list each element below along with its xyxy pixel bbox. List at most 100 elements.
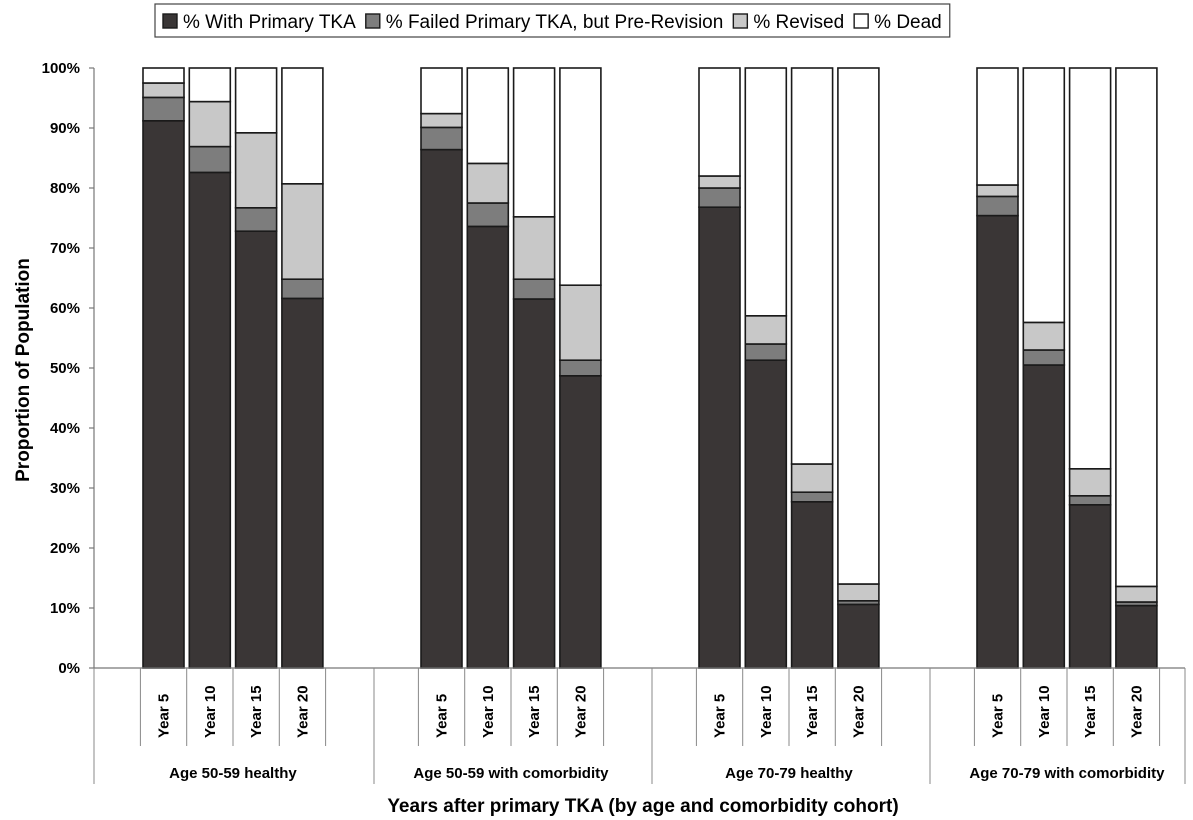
bar-segment-3	[466, 162, 510, 204]
legend-swatch	[732, 13, 749, 29]
x-axis-title: Years after primary TKA (by age and como…	[387, 796, 898, 817]
bar-segment-4	[142, 67, 185, 84]
bar-segment-3	[512, 216, 556, 281]
y-tick-label: 40%	[50, 420, 80, 437]
bar-segment-3	[744, 314, 788, 345]
bar-segment-2	[1068, 494, 1112, 506]
x-category-label: Year 20	[572, 685, 589, 738]
bar-segment-4	[234, 67, 278, 134]
y-tick-label: 0%	[58, 660, 80, 677]
x-category-label: Year 15	[248, 685, 265, 738]
bar-segment-1	[234, 230, 278, 669]
bar-segment-1	[559, 374, 602, 669]
group-label: Age 50-59 with comorbidity	[413, 765, 609, 782]
bar-segment-2	[420, 126, 463, 151]
bar-segment-3	[837, 583, 880, 602]
bar-segment-2	[234, 207, 278, 233]
x-category-label: Year 20	[850, 685, 867, 738]
bar-segment-3	[281, 183, 324, 281]
y-tick-label: 100%	[42, 60, 80, 77]
bar-segment-3	[559, 284, 602, 362]
y-tick-label: 60%	[50, 300, 80, 317]
bar-segment-1	[976, 214, 1019, 669]
bar-segment-1	[1115, 604, 1158, 669]
bar-segment-4	[1022, 67, 1066, 324]
x-category-label: Year 15	[1082, 685, 1099, 738]
group-label: Age 50-59 healthy	[169, 765, 297, 782]
bar-segment-4	[1068, 67, 1112, 470]
bar-segment-1	[281, 297, 324, 669]
bar-segment-3	[1115, 585, 1158, 603]
bar-segment-1	[837, 603, 880, 669]
bar-segment-1	[790, 500, 834, 669]
bar-segment-1	[512, 298, 556, 669]
bar-segment-4	[188, 67, 232, 103]
x-category-label: Year 5	[990, 694, 1007, 738]
x-category-label: Year 10	[480, 685, 497, 738]
x-category-label: Year 10	[1036, 685, 1053, 738]
bar-segment-2	[466, 202, 510, 228]
y-tick-label: 50%	[50, 360, 80, 377]
x-category-label: Year 10	[202, 685, 219, 738]
y-tick-label: 10%	[50, 600, 80, 617]
x-category-label: Year 20	[294, 685, 311, 738]
legend-label: % With Primary TKA	[183, 12, 356, 33]
bar-segment-3	[234, 132, 278, 209]
bars	[142, 67, 1158, 669]
bar-segment-2	[976, 195, 1019, 217]
bar-segment-1	[142, 120, 185, 669]
bar-segment-2	[744, 343, 788, 362]
bar-segment-3	[790, 463, 834, 494]
bar-segment-1	[1068, 503, 1112, 669]
bar-segment-4	[512, 67, 556, 218]
x-category-label: Year 5	[434, 694, 451, 738]
bar-segment-3	[1022, 321, 1066, 351]
bar-segment-2	[1022, 349, 1066, 366]
bar-segment-3	[188, 100, 232, 148]
y-tick-label: 70%	[50, 240, 80, 257]
bar-segment-4	[976, 67, 1019, 186]
bar-segment-3	[976, 184, 1019, 198]
group-label: Age 70-79 healthy	[725, 765, 853, 782]
bar-segment-4	[790, 67, 834, 465]
x-category-label: Year 5	[712, 694, 729, 738]
bar-segment-4	[281, 67, 324, 185]
bar-segment-4	[1115, 67, 1158, 588]
bar-segment-1	[420, 148, 463, 669]
y-tick-label: 90%	[50, 120, 80, 137]
axes	[89, 67, 1186, 784]
legend-label: % Dead	[874, 12, 942, 33]
bar-segment-2	[281, 278, 324, 300]
bar-segment-1	[466, 225, 510, 669]
y-axis-title: Proportion of Population	[13, 258, 34, 482]
bar-segment-2	[512, 278, 556, 300]
bar-segment-1	[188, 171, 232, 669]
legend-box	[154, 3, 951, 38]
bar-segment-3	[698, 175, 741, 189]
x-category-label: Year 15	[526, 685, 543, 738]
x-category-label: Year 20	[1128, 685, 1145, 738]
bar-segment-1	[744, 359, 788, 669]
bar-segment-4	[466, 67, 510, 165]
bar-segment-3	[420, 112, 463, 129]
tick-labels: 0% 10% 20% 30% 40% 50% 60% 70% 80% 90% 100% Year 5 Y…	[42, 60, 1165, 782]
x-category-label: Year 5	[156, 694, 173, 738]
bar-segment-2	[790, 491, 834, 503]
bar-segment-4	[559, 67, 602, 286]
bar-segment-1	[698, 206, 741, 669]
bar-segment-1	[1022, 364, 1066, 669]
legend-swatch	[853, 13, 869, 29]
bar-segment-3	[142, 82, 185, 99]
bar-segment-4	[837, 67, 880, 585]
bar-segment-2	[559, 359, 602, 377]
bar-segment-4	[698, 67, 741, 177]
legend: % With Primary TKA % Failed Primary TKA, …	[154, 3, 951, 38]
legend-swatch	[162, 13, 178, 29]
y-tick-label: 30%	[50, 480, 80, 497]
group-label: Age 70-79 with comorbidity	[969, 765, 1165, 782]
y-tick-label: 20%	[50, 540, 80, 557]
legend-label: % Failed Primary TKA, but Pre-Revision	[386, 12, 724, 33]
bar-segment-2	[698, 187, 741, 209]
bar-segment-3	[1068, 467, 1112, 497]
